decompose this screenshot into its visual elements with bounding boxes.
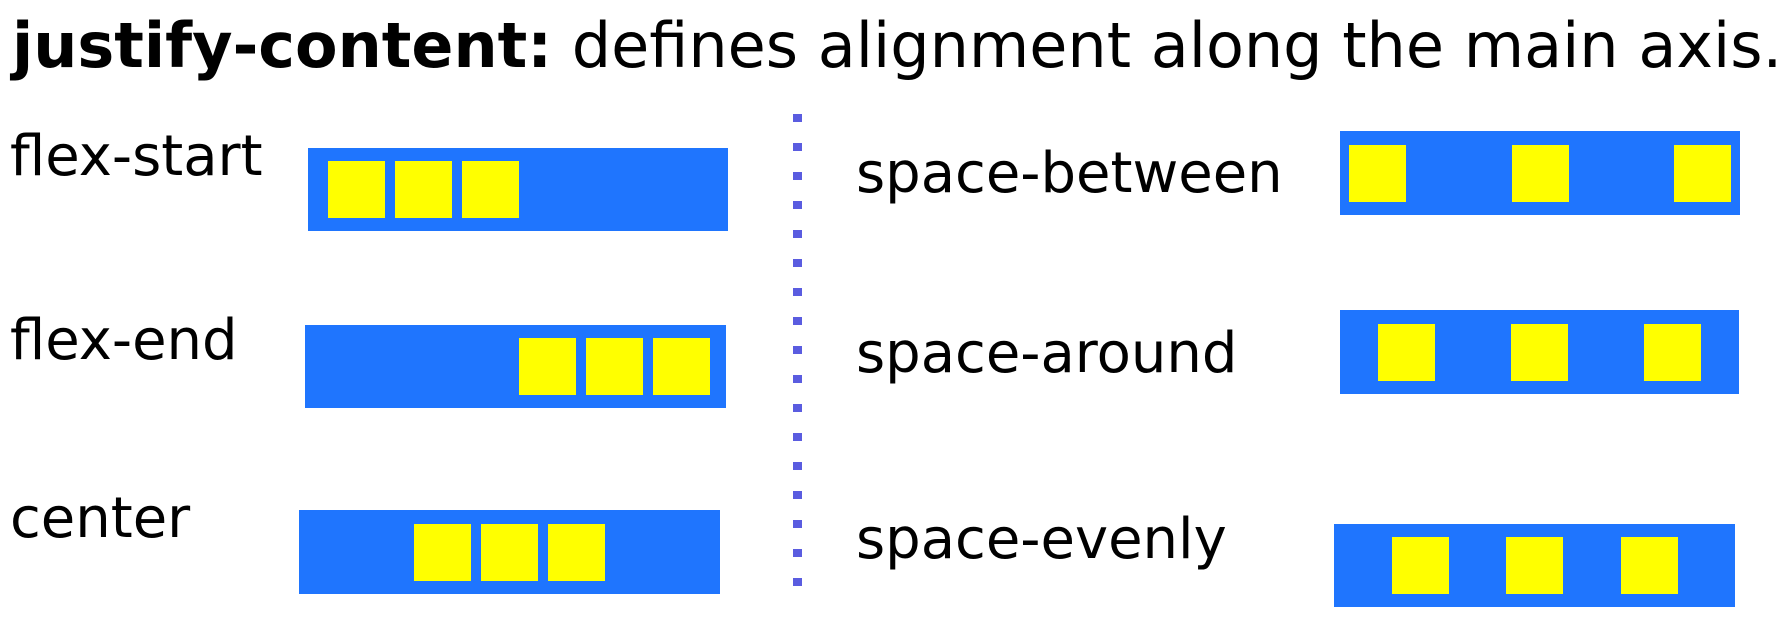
label-flex-start: flex-start	[10, 124, 263, 189]
demo-center	[299, 510, 720, 594]
label-space-between: space-between	[856, 141, 1283, 206]
flex-item	[1620, 537, 1678, 594]
diagram-title: justify-content: defines alignment along…	[12, 6, 1782, 86]
demo-space-between	[1340, 131, 1740, 215]
flex-item	[519, 338, 576, 395]
flex-item	[462, 161, 519, 218]
flex-item	[1511, 144, 1569, 202]
label-space-evenly: space-evenly	[856, 507, 1227, 572]
flex-item	[1511, 323, 1568, 381]
title-keyword: justify-content:	[12, 9, 553, 82]
flex-item	[414, 523, 471, 581]
flex-item	[328, 161, 385, 218]
demo-flex-start	[308, 148, 728, 231]
dotted-divider	[793, 114, 802, 594]
label-center: center	[10, 486, 191, 551]
title-description: defines alignment along the main axis.	[571, 9, 1783, 82]
flex-item	[653, 338, 710, 395]
flex-item	[1674, 144, 1731, 202]
flex-item	[395, 161, 452, 218]
demo-space-evenly	[1334, 524, 1735, 607]
flex-item	[1391, 537, 1449, 594]
demo-flex-end	[305, 325, 726, 408]
label-space-around: space-around	[856, 321, 1238, 386]
flex-item	[586, 338, 643, 395]
label-flex-end: flex-end	[10, 308, 238, 373]
flex-item	[1378, 323, 1435, 381]
demo-space-around	[1340, 310, 1739, 394]
flex-item	[1644, 323, 1701, 381]
flex-item	[548, 523, 605, 581]
flex-item	[481, 523, 538, 581]
flex-item	[1349, 144, 1406, 202]
flex-item	[1506, 537, 1563, 594]
